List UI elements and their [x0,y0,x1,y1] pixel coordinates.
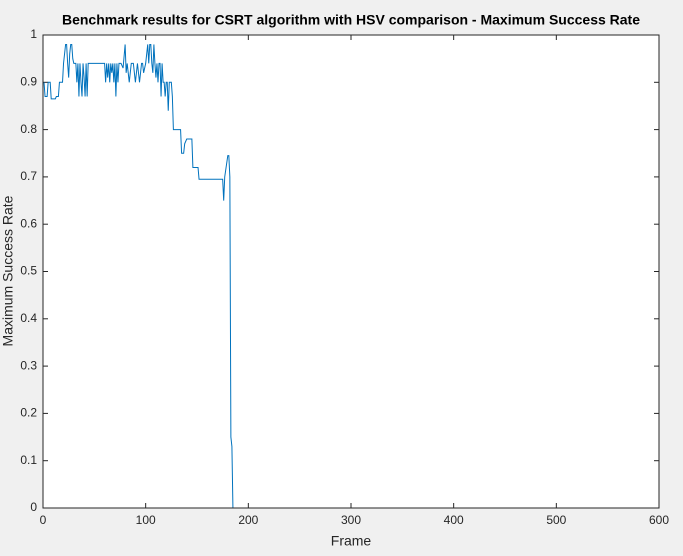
y-tick-label: 1 [30,27,37,41]
x-tick-label: 400 [444,513,464,527]
y-tick-label: 0.3 [20,358,37,372]
x-tick-label: 200 [238,513,258,527]
y-tick-label: 0.8 [20,122,37,136]
x-tick-label: 100 [136,513,156,527]
data-line [43,43,659,509]
x-tick-label: 600 [649,513,669,527]
x-tick-label: 300 [341,513,361,527]
y-tick-label: 0.7 [20,169,37,183]
y-tick-label: 0.5 [20,264,37,278]
axes-box [42,34,660,509]
y-tick-label: 0.1 [20,453,37,467]
y-tick-label: 0.4 [20,311,37,325]
x-tick-label: 500 [546,513,566,527]
y-tick-label: 0.6 [20,216,37,230]
y-tick-label: 0.9 [20,74,37,88]
plot-area [43,35,659,508]
y-axis-label: Maximum Success Rate [0,195,16,346]
chart-title: Benchmark results for CSRT algorithm wit… [62,12,640,28]
x-axis-label: Frame [331,533,372,549]
y-tick-label: 0.2 [20,406,37,420]
y-tick-label: 0 [30,500,37,514]
x-tick-label: 0 [40,513,47,527]
